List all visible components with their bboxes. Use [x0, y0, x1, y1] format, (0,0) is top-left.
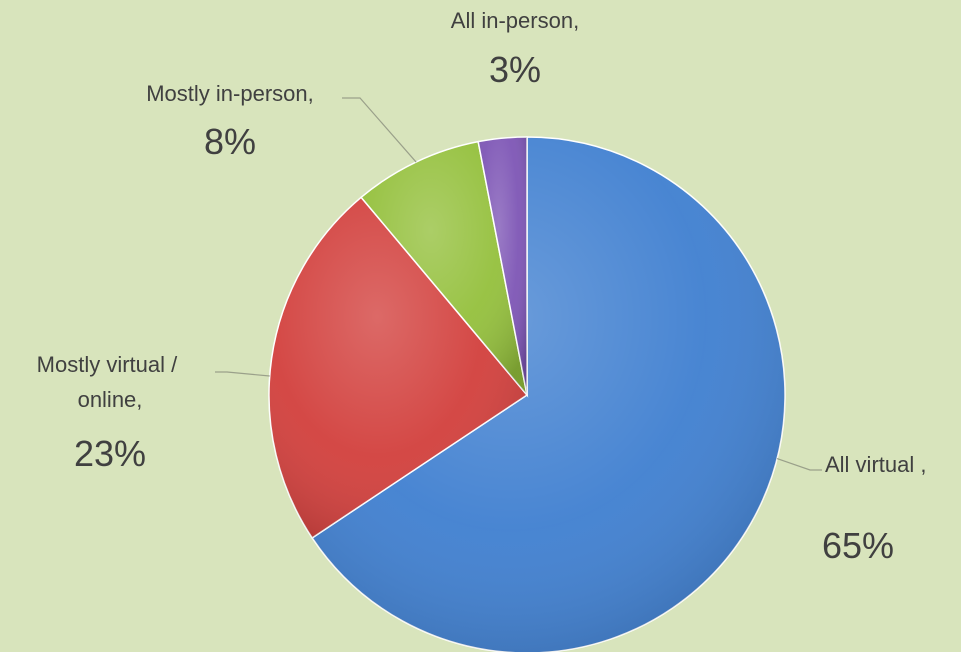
pie-slice-shading-mostly-virtual — [269, 197, 527, 538]
leader-line-mostly-in-person — [342, 97, 417, 163]
leader-line-all-virtual — [776, 458, 822, 471]
slice-label-all-virtual: All virtual , — [825, 452, 926, 477]
slice-label-mostly-in-person: Mostly in-person, — [146, 81, 314, 106]
pie-slice-shading-all-virtual — [312, 137, 785, 652]
slice-value-all-virtual: 65% — [822, 525, 894, 566]
slice-value-all-in-person: 3% — [489, 49, 541, 90]
pie-slice-shading-all-in-person — [478, 137, 527, 395]
leader-lines — [215, 97, 822, 471]
slice-value-mostly-virtual: 23% — [74, 433, 146, 474]
slice-label-mostly-virtual: Mostly virtual / online, — [37, 352, 184, 412]
slice-value-mostly-in-person: 8% — [204, 121, 256, 162]
pie-slices — [268, 136, 786, 652]
slice-label-all-in-person: All in-person, — [451, 8, 579, 33]
pie-slice-shading-mostly-in-person — [361, 141, 527, 395]
leader-line-mostly-virtual — [215, 371, 270, 377]
data-labels: All virtual , 65% Mostly virtual / onlin… — [37, 8, 927, 566]
